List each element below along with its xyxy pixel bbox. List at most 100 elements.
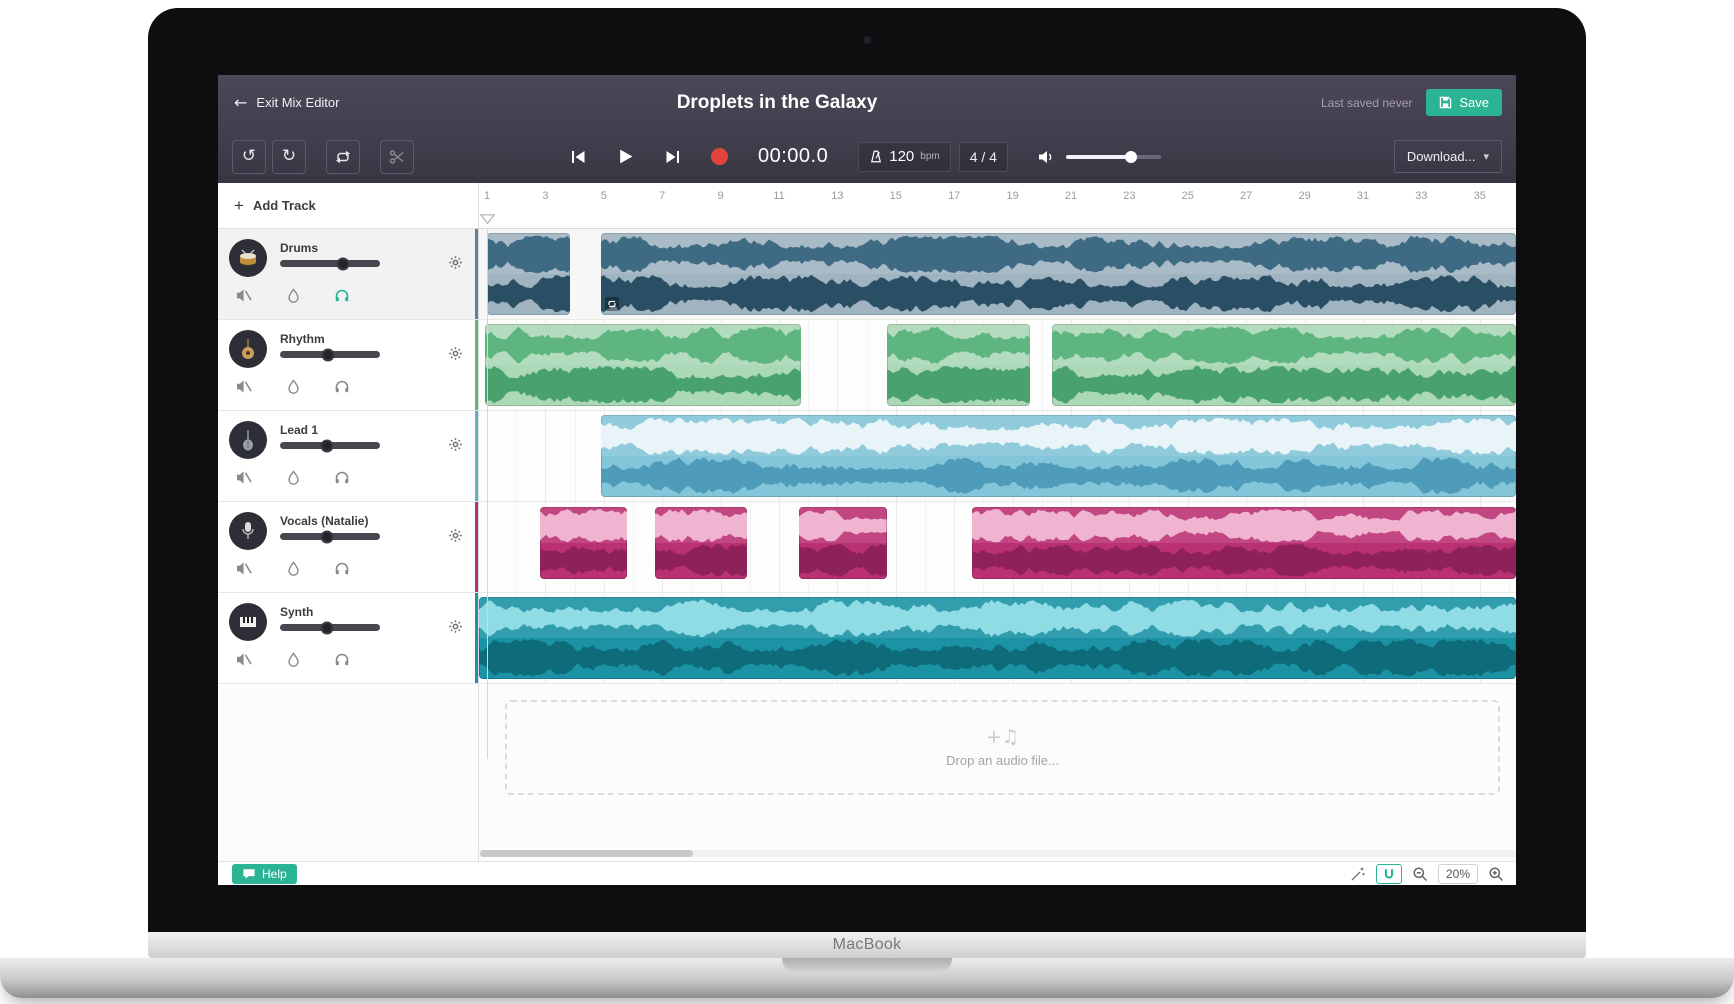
audio-clip-drums-1[interactable] bbox=[487, 233, 571, 315]
playhead-marker[interactable] bbox=[479, 211, 496, 229]
audio-clip-drums-2[interactable] bbox=[600, 233, 1516, 315]
track-mute-icon[interactable] bbox=[236, 652, 253, 667]
audio-dropzone[interactable]: +♫ Drop an audio file... bbox=[505, 700, 1500, 795]
audio-clip-rhythm-2[interactable] bbox=[887, 324, 1031, 406]
time-signature-control[interactable]: 4 / 4 bbox=[958, 141, 1008, 172]
timeline-ruler[interactable]: 1 3 5 7 9 11 13 15 17 19 21 23 25 27 29 31 33 35 bbox=[478, 183, 1516, 229]
master-volume-slider[interactable] bbox=[1065, 150, 1161, 163]
track-volume-thumb[interactable] bbox=[336, 257, 350, 270]
track-fx-droplet-icon[interactable] bbox=[286, 560, 301, 576]
track-lane-rhythm[interactable] bbox=[478, 320, 1516, 411]
ruler-bar-label: 3 bbox=[542, 190, 549, 202]
loop-button[interactable] bbox=[326, 139, 360, 174]
master-volume-thumb[interactable] bbox=[1124, 150, 1137, 163]
audio-clip-vocals-natalie-4[interactable] bbox=[971, 507, 1516, 579]
skip-forward-button[interactable] bbox=[664, 149, 681, 165]
track-fx-droplet-icon[interactable] bbox=[286, 378, 301, 394]
master-volume-group bbox=[1038, 149, 1161, 165]
track-settings-gear-icon[interactable] bbox=[448, 619, 463, 639]
track-toggle-icons bbox=[236, 378, 350, 394]
metronome-icon bbox=[869, 149, 883, 164]
track-volume-slider[interactable] bbox=[280, 621, 380, 634]
help-label: Help bbox=[262, 867, 287, 881]
track-monitor-headphones-icon[interactable] bbox=[334, 287, 350, 303]
track-mute-icon[interactable] bbox=[236, 561, 253, 576]
ruler-bar-label: 11 bbox=[773, 190, 785, 202]
track-volume-slider[interactable] bbox=[280, 530, 380, 543]
track-header-synth[interactable]: Synth bbox=[218, 593, 478, 684]
track-mute-icon[interactable] bbox=[236, 379, 253, 394]
snap-magnet-button[interactable] bbox=[1375, 864, 1402, 884]
last-saved-status: Last saved never bbox=[1320, 95, 1413, 110]
download-button[interactable]: Download... ▾ bbox=[1393, 140, 1502, 173]
help-button[interactable]: Help bbox=[232, 864, 297, 884]
audio-clip-rhythm-1[interactable] bbox=[485, 324, 801, 406]
split-button[interactable] bbox=[380, 139, 414, 174]
track-mute-icon[interactable] bbox=[236, 470, 253, 485]
track-settings-gear-icon[interactable] bbox=[448, 528, 463, 548]
app-top-bar: ← Exit Mix Editor Droplets in the Galaxy… bbox=[218, 75, 1516, 183]
track-mute-icon[interactable] bbox=[236, 288, 253, 303]
track-volume-slider[interactable] bbox=[280, 439, 380, 452]
track-lane-synth[interactable] bbox=[478, 593, 1516, 684]
track-monitor-headphones-icon[interactable] bbox=[334, 560, 350, 576]
ruler-bar-label: 33 bbox=[1415, 190, 1428, 202]
master-volume-fill bbox=[1065, 154, 1131, 159]
plus-icon: + bbox=[234, 195, 244, 215]
track-fx-droplet-icon[interactable] bbox=[286, 469, 301, 485]
track-name: Lead 1 bbox=[280, 423, 319, 437]
play-button[interactable] bbox=[617, 148, 634, 165]
exit-mix-editor-button[interactable]: ← Exit Mix Editor bbox=[234, 75, 339, 130]
zoom-out-icon[interactable] bbox=[1412, 866, 1428, 882]
ruler-bar-label: 29 bbox=[1298, 190, 1311, 202]
track-lane-drums[interactable] bbox=[478, 229, 1516, 320]
timeline-lanes bbox=[478, 229, 1516, 684]
audio-clip-rhythm-3[interactable] bbox=[1052, 324, 1516, 406]
track-volume-slider[interactable] bbox=[280, 348, 380, 361]
track-settings-gear-icon[interactable] bbox=[448, 255, 463, 275]
skip-back-button[interactable] bbox=[570, 149, 587, 165]
add-track-button[interactable]: + Add Track bbox=[218, 183, 478, 229]
track-fx-droplet-icon[interactable] bbox=[286, 651, 301, 667]
clip-loop-badge-icon bbox=[604, 297, 619, 311]
save-button[interactable]: Save bbox=[1426, 89, 1502, 116]
audio-clip-synth-1[interactable] bbox=[478, 597, 1516, 679]
track-monitor-headphones-icon[interactable] bbox=[334, 651, 350, 667]
redo-button[interactable]: ↻ bbox=[272, 139, 306, 174]
track-color-strip bbox=[475, 229, 478, 319]
waveform bbox=[487, 233, 571, 313]
track-volume-slider[interactable] bbox=[280, 257, 380, 270]
track-monitor-headphones-icon[interactable] bbox=[334, 378, 350, 394]
track-fx-droplet-icon[interactable] bbox=[286, 287, 301, 303]
scrollbar-thumb[interactable] bbox=[480, 850, 693, 857]
zoom-in-icon[interactable] bbox=[1488, 866, 1504, 882]
track-lane-lead-1[interactable] bbox=[478, 411, 1516, 502]
autofix-wand-icon[interactable] bbox=[1350, 866, 1366, 882]
track-monitor-headphones-icon[interactable] bbox=[334, 469, 350, 485]
toolbar-row: ↺ ↻ bbox=[218, 130, 1516, 183]
track-volume-thumb[interactable] bbox=[320, 439, 334, 452]
track-lane-vocals-natalie[interactable] bbox=[478, 502, 1516, 593]
track-volume-thumb[interactable] bbox=[320, 621, 334, 634]
tempo-control[interactable]: 120 bpm bbox=[858, 141, 951, 172]
ruler-bar-label: 21 bbox=[1064, 190, 1078, 202]
track-settings-gear-icon[interactable] bbox=[448, 437, 463, 457]
status-bar: Help 20% bbox=[218, 861, 1516, 885]
horizontal-scrollbar[interactable] bbox=[478, 850, 1516, 857]
zoom-level[interactable]: 20% bbox=[1437, 864, 1478, 884]
track-header-lead-1[interactable]: Lead 1 bbox=[218, 411, 478, 502]
track-header-rhythm[interactable]: Rhythm bbox=[218, 320, 478, 411]
record-button[interactable] bbox=[711, 148, 728, 165]
audio-clip-vocals-natalie-1[interactable] bbox=[539, 507, 628, 579]
track-volume-thumb[interactable] bbox=[320, 530, 334, 543]
audio-clip-vocals-natalie-2[interactable] bbox=[654, 507, 747, 579]
track-settings-gear-icon[interactable] bbox=[448, 346, 463, 366]
track-volume-thumb[interactable] bbox=[321, 348, 335, 361]
webcam-dot bbox=[863, 36, 871, 44]
audio-clip-vocals-natalie-3[interactable] bbox=[799, 507, 887, 579]
gridline bbox=[516, 229, 518, 684]
track-header-drums[interactable]: Drums bbox=[218, 229, 478, 320]
undo-button[interactable]: ↺ bbox=[232, 139, 266, 174]
track-header-vocals-natalie[interactable]: Vocals (Natalie) bbox=[218, 502, 478, 593]
audio-clip-lead-1-1[interactable] bbox=[600, 415, 1516, 497]
